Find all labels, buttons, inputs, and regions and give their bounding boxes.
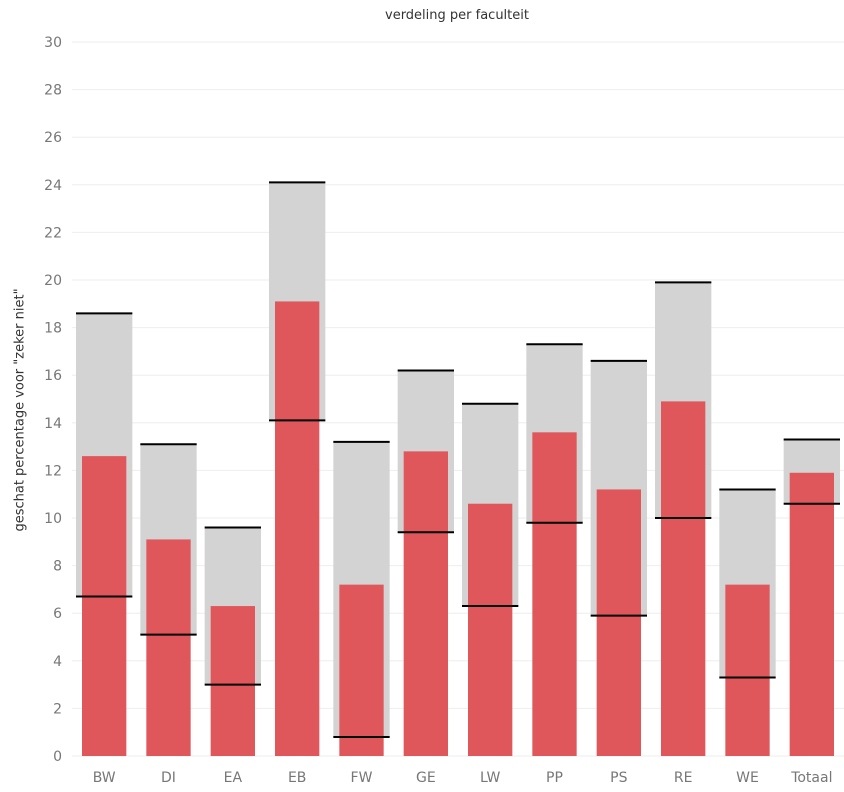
y-tick-label: 14	[44, 416, 62, 432]
y-tick-label: 4	[53, 654, 62, 670]
x-tick-label: EB	[288, 770, 306, 786]
estimate-bar	[403, 451, 448, 756]
estimate-bar	[275, 301, 320, 756]
x-tick-label: Totaal	[790, 770, 832, 786]
estimate-bar	[339, 584, 384, 756]
estimate-bar	[725, 584, 770, 756]
x-tick-label: DI	[161, 770, 176, 786]
y-tick-label: 26	[44, 130, 62, 146]
y-tick-label: 12	[44, 463, 62, 479]
y-tick-label: 0	[53, 749, 62, 765]
x-tick-label: EA	[224, 770, 243, 786]
x-tick-label: PP	[546, 770, 563, 786]
y-tick-label: 18	[44, 321, 62, 337]
y-tick-label: 8	[53, 559, 62, 575]
y-tick-label: 16	[44, 368, 62, 384]
y-tick-label: 10	[44, 511, 62, 527]
estimate-bar	[789, 472, 834, 756]
y-tick-label: 24	[44, 178, 62, 194]
y-tick-label: 30	[44, 35, 62, 51]
estimate-bar	[210, 606, 255, 756]
x-tick-label: FW	[351, 770, 373, 786]
x-tick-label: LW	[480, 770, 501, 786]
estimate-bar	[146, 539, 191, 756]
estimate-bar	[82, 456, 127, 756]
y-tick-label: 2	[53, 701, 62, 717]
y-tick-label: 22	[44, 225, 62, 241]
x-tick-label: BW	[93, 770, 116, 786]
y-tick-label: 6	[53, 606, 62, 622]
estimate-bar	[596, 489, 641, 756]
chart-title: verdeling per faculteit	[385, 8, 529, 23]
estimate-bar	[532, 432, 577, 756]
x-tick-label: RE	[674, 770, 693, 786]
y-tick-label: 20	[44, 273, 62, 289]
estimate-bar	[468, 503, 513, 756]
x-tick-label: WE	[736, 770, 759, 786]
x-tick-label: PS	[610, 770, 627, 786]
estimate-bar	[661, 401, 706, 756]
y-tick-label: 28	[44, 83, 62, 99]
x-tick-label: GE	[416, 770, 436, 786]
